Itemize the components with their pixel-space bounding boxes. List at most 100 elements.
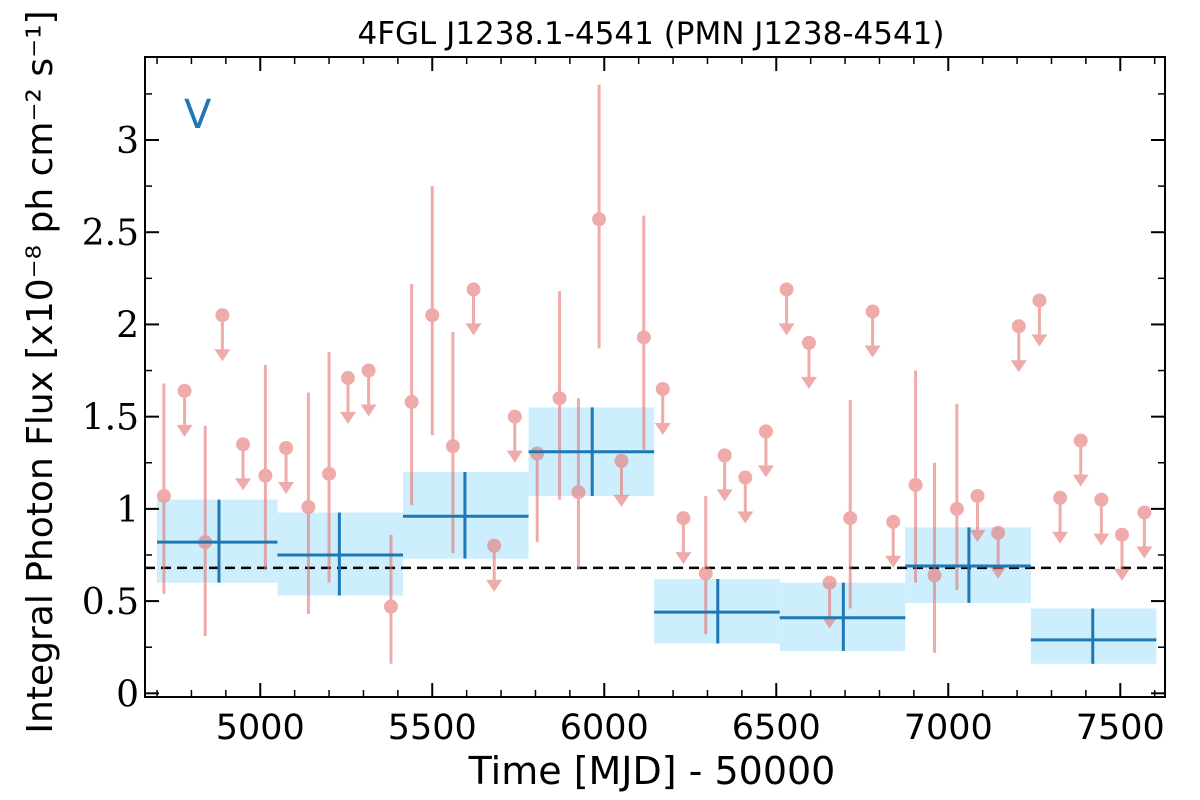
- axes: 5000 5500 6000 6500 7000 7500 0 0.5 1 1.5 2 2.5 3: [82, 56, 1166, 748]
- upper-limit-marker: [487, 538, 502, 553]
- plot-frame: [144, 56, 1166, 698]
- upper-limit-arrowhead: [339, 411, 356, 424]
- detection-point-15: [843, 400, 858, 609]
- upper-limit-marker: [279, 441, 294, 456]
- chart-title: 4FGL J1238.1-4541 (PMN J1238-4541): [357, 16, 944, 52]
- y-tick-label: 0: [116, 674, 139, 715]
- upper-limit-20: [969, 488, 986, 542]
- upper-limit-arrowhead: [278, 482, 295, 495]
- upper-limit-6: [465, 282, 482, 336]
- upper-limit-10: [654, 381, 671, 435]
- upper-limit-marker: [970, 488, 985, 503]
- upper-limit-arrowhead: [465, 323, 482, 336]
- upper-limit-marker: [215, 308, 230, 323]
- detection-point-9: [530, 446, 545, 543]
- detection-marker: [698, 566, 713, 581]
- upper-limit-26: [1093, 492, 1110, 546]
- upper-limit-arrowhead: [176, 424, 193, 437]
- x-tick-label: 7000: [904, 708, 993, 748]
- upper-limit-marker: [991, 525, 1006, 540]
- upper-limit-marker: [1032, 293, 1047, 308]
- upper-limit-22: [1010, 319, 1027, 373]
- upper-limit-25: [1072, 433, 1089, 487]
- x-tick-label: 5000: [216, 708, 305, 748]
- upper-limit-marker: [676, 511, 691, 526]
- upper-limit-arrowhead: [778, 323, 795, 336]
- upper-limit-15: [778, 282, 795, 336]
- upper-limit-arrowhead: [757, 465, 774, 478]
- upper-limit-13: [737, 470, 754, 524]
- upper-limit-17: [821, 575, 838, 629]
- upper-limit-18: [864, 304, 881, 358]
- detection-marker: [843, 511, 858, 526]
- upper-limit-arrowhead: [675, 552, 692, 565]
- upper-limit-marker: [466, 282, 481, 297]
- detection-point-3: [301, 392, 316, 615]
- upper-limit-marker: [822, 575, 837, 590]
- upper-limit-marker: [177, 383, 192, 398]
- binned-point-7: [1030, 608, 1157, 664]
- upper-limit-arrowhead: [716, 489, 733, 502]
- y-tick-label: 3: [116, 121, 139, 162]
- binned-point-4: [654, 578, 780, 644]
- detection-point-18: [949, 403, 964, 591]
- upper-limit-arrowhead: [821, 616, 838, 629]
- x-tick-label: 7500: [1076, 708, 1165, 748]
- binned-point-2: [403, 471, 529, 559]
- upper-limit-27: [1113, 527, 1130, 581]
- upper-limit-marker: [1114, 527, 1129, 542]
- upper-limit-arrowhead: [1093, 533, 1110, 546]
- upper-limit-marker: [865, 304, 880, 319]
- detection-marker: [908, 477, 923, 492]
- upper-limit-marker: [758, 424, 773, 439]
- detection-marker: [927, 568, 942, 583]
- y-tick-label: 1: [116, 490, 139, 531]
- upper-limit-4: [339, 370, 356, 424]
- upper-limit-marker: [361, 363, 376, 378]
- upper-limit-arrowhead: [737, 511, 754, 524]
- detection-point-17: [927, 462, 942, 653]
- detection-point-13: [636, 215, 651, 450]
- upper-limit-7: [486, 538, 503, 592]
- upper-limit-5: [360, 363, 377, 417]
- upper-limit-marker: [1094, 492, 1109, 507]
- upper-limit-8: [506, 409, 523, 463]
- binned-point-3: [528, 407, 655, 496]
- upper-limit-24: [1052, 490, 1069, 544]
- upper-limit-arrowhead: [613, 494, 630, 507]
- upper-limit-3: [278, 441, 295, 495]
- detection-marker: [636, 330, 651, 345]
- upper-limit-arrowhead: [990, 566, 1007, 579]
- x-tick-label: 6000: [560, 708, 649, 748]
- detection-marker: [445, 439, 460, 454]
- upper-limit-arrowhead: [800, 376, 817, 389]
- upper-limit-arrowhead: [969, 529, 986, 542]
- binned-point-6: [905, 527, 1031, 603]
- upper-limit-9: [613, 453, 630, 507]
- upper-limit-marker: [507, 409, 522, 424]
- upper-limit-arrowhead: [864, 345, 881, 358]
- detection-point-6: [404, 283, 419, 506]
- upper-limit-marker: [614, 453, 629, 468]
- detection-point-7: [425, 186, 440, 436]
- binned-point-5: [779, 582, 906, 651]
- y-tick-label: 1.5: [82, 398, 139, 439]
- detection-point-0: [156, 383, 171, 594]
- detection-point-12: [592, 84, 607, 349]
- upper-limit-arrowhead: [1010, 360, 1027, 373]
- upper-limit-marker: [1053, 490, 1068, 505]
- x-axis-label: Time [MJD] - 50000: [468, 749, 836, 793]
- upper-limit-arrowhead: [1136, 546, 1153, 559]
- detection-point-4: [322, 352, 337, 583]
- upper-limit-marker: [1073, 433, 1088, 448]
- upper-limit-28: [1136, 505, 1153, 559]
- detection-marker: [322, 466, 337, 481]
- upper-limit-marker: [1011, 319, 1026, 334]
- upper-limit-11: [675, 511, 692, 565]
- upper-limit-marker: [801, 335, 816, 350]
- upper-limit-arrowhead: [654, 422, 671, 435]
- upper-limit-23: [1031, 293, 1048, 347]
- detection-marker: [949, 501, 964, 516]
- upper-limit-arrowhead: [885, 555, 902, 568]
